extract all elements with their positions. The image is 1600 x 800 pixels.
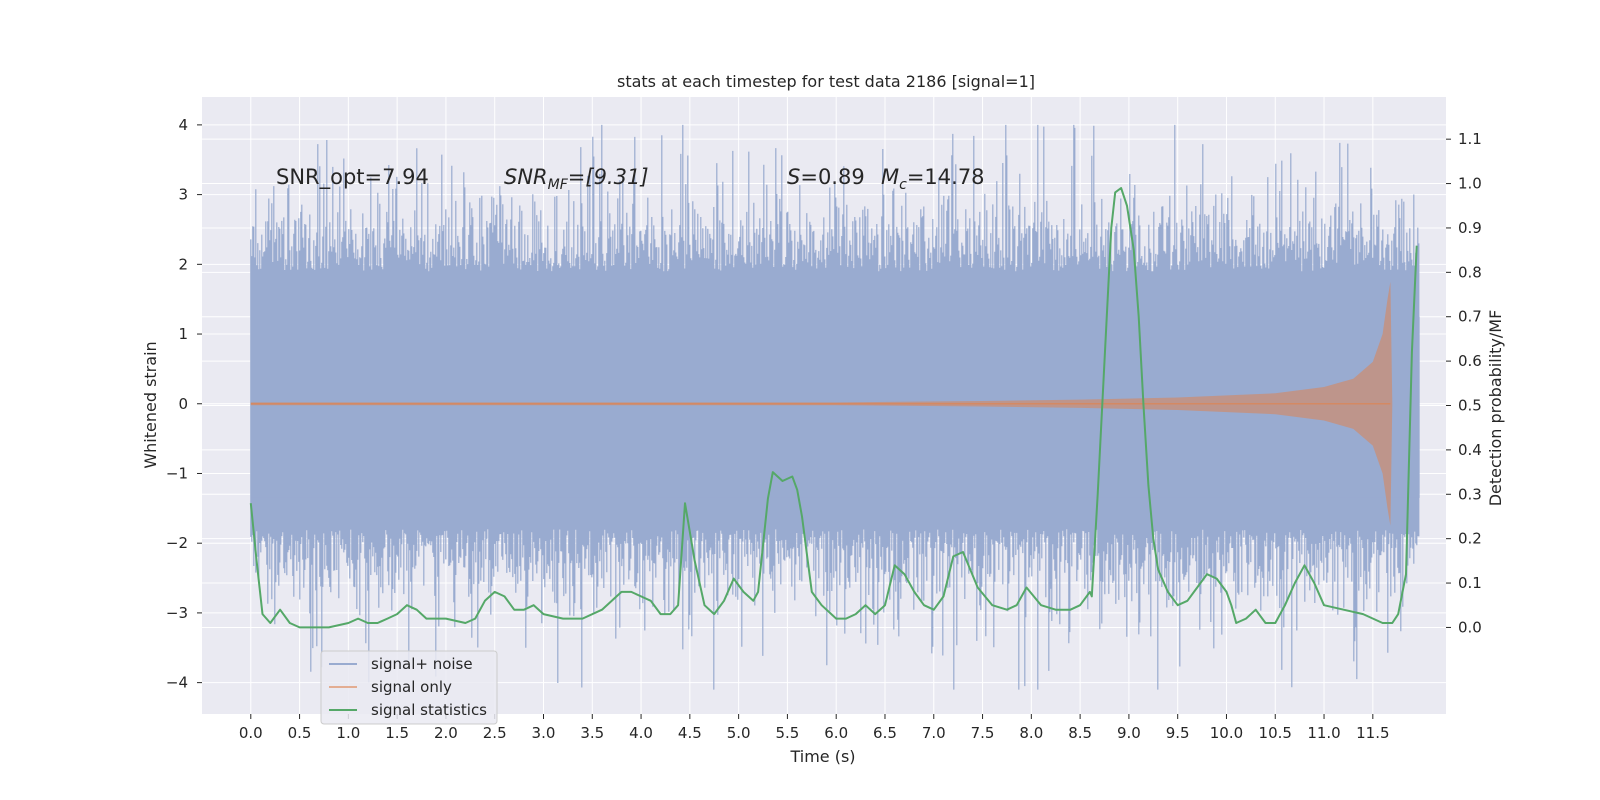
- x-tick-label: 2.0: [434, 724, 458, 742]
- legend-label-signal: signal only: [371, 678, 452, 696]
- y-tick-label: 1: [178, 325, 188, 343]
- x-tick-label: 3.5: [580, 724, 604, 742]
- signal-statistics-series: [249, 187, 1418, 629]
- x-axis: 0.0 0.5 1.0 1.5 2.0 2.5 3.0 3.5 4.0 4.5 5.0 5.5 6.0 6…: [239, 714, 1390, 742]
- y-tick-label: 3: [178, 186, 188, 204]
- y2-tick-label: 0.4: [1458, 441, 1482, 459]
- annotation-s: S=0.89: [787, 165, 865, 189]
- x-tick-label: 11.5: [1356, 724, 1389, 742]
- x-tick-label: 0.0: [239, 724, 263, 742]
- y-tick-label: −3: [166, 604, 188, 622]
- x-tick-label: 5.0: [727, 724, 751, 742]
- y2-tick-label: 0.5: [1458, 397, 1482, 415]
- x-tick-label: 4.5: [678, 724, 702, 742]
- y-axis-right: 0.0 0.1 0.2 0.3 0.4 0.5 0.6 0.7 0.8 0.9 1.0 1.1: [1446, 130, 1482, 636]
- x-tick-label: 1.0: [336, 724, 360, 742]
- y-tick-label: 4: [178, 116, 188, 134]
- x-tick-label: 9.5: [1166, 724, 1190, 742]
- y-tick-label: −1: [166, 464, 188, 482]
- y2-tick-label: 0.0: [1458, 618, 1482, 636]
- y2-tick-label: 0.7: [1458, 308, 1482, 326]
- y2-tick-label: 0.3: [1458, 485, 1482, 503]
- x-tick-label: 8.5: [1068, 724, 1092, 742]
- legend: signal+ noise signal only signal statist…: [320, 650, 498, 725]
- y2-tick-label: 0.2: [1458, 530, 1482, 548]
- y-tick-label: −2: [166, 534, 188, 552]
- legend-label-stats: signal statistics: [371, 701, 487, 719]
- y2-tick-label: 0.6: [1458, 352, 1482, 370]
- x-tick-label: 10.0: [1210, 724, 1243, 742]
- legend-label-noise: signal+ noise: [371, 655, 473, 673]
- x-tick-label: 8.0: [1019, 724, 1043, 742]
- x-tick-label: 9.0: [1117, 724, 1141, 742]
- signal-only-series: [250, 281, 1420, 526]
- x-tick-label: 7.5: [971, 724, 995, 742]
- x-tick-label: 4.0: [629, 724, 653, 742]
- x-tick-label: 7.0: [922, 724, 946, 742]
- annotation-snr-opt: SNR_opt=7.94: [276, 165, 429, 190]
- y2-tick-label: 0.8: [1458, 263, 1482, 281]
- x-tick-label: 11.0: [1307, 724, 1340, 742]
- y2-tick-label: 0.9: [1458, 219, 1482, 237]
- y2-tick-label: 1.0: [1458, 175, 1482, 193]
- x-axis-label: Time (s): [789, 747, 855, 766]
- x-tick-label: 1.5: [385, 724, 409, 742]
- x-tick-label: 3.0: [532, 724, 556, 742]
- annotation-mc: Mc=14.78: [881, 165, 985, 193]
- y2-tick-label: 1.1: [1458, 130, 1482, 148]
- x-tick-label: 10.5: [1259, 724, 1292, 742]
- y-tick-label: 0: [178, 395, 188, 413]
- y2-tick-label: 0.1: [1458, 574, 1482, 592]
- y-axis-left: −4 −3 −2 −1 0 1 2 3 4: [166, 116, 202, 692]
- x-tick-label: 0.5: [288, 724, 312, 742]
- annotation-snr-mf: SNRMF=[9.31]: [504, 165, 649, 193]
- x-tick-label: 2.5: [483, 724, 507, 742]
- y-tick-label: −4: [166, 674, 188, 692]
- y-tick-label: 2: [178, 255, 188, 273]
- x-tick-label: 5.5: [775, 724, 799, 742]
- x-tick-label: 6.5: [873, 724, 897, 742]
- stats-line: [249, 187, 1418, 629]
- y2-axis-label: Detection probability/MF: [1486, 310, 1505, 507]
- chart-title: stats at each timestep for test data 218…: [617, 72, 1035, 91]
- x-tick-label: 6.0: [824, 724, 848, 742]
- y-axis-label: Whitened strain: [141, 341, 160, 468]
